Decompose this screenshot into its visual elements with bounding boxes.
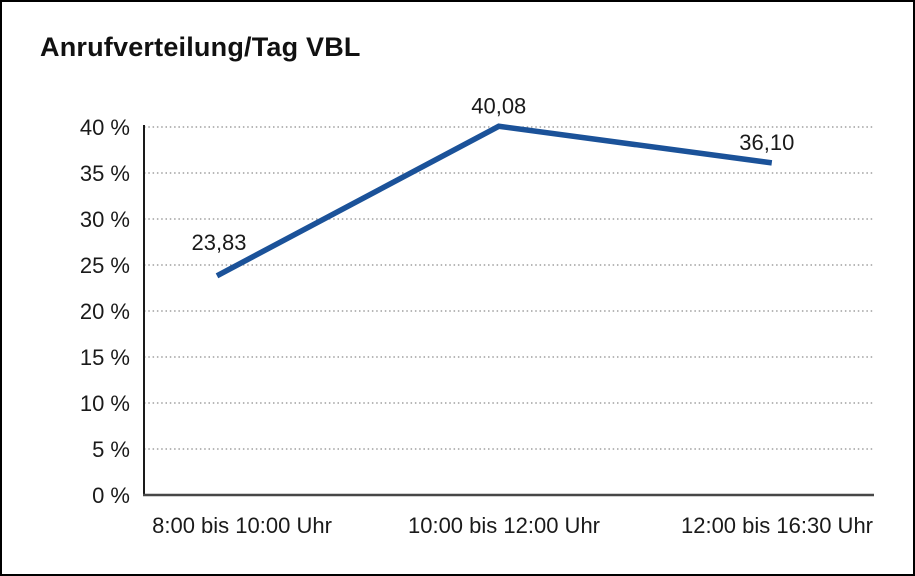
y-tick-label: 0 %	[92, 483, 130, 508]
data-point-label: 23,83	[191, 230, 246, 255]
y-tick-label: 15 %	[80, 345, 130, 370]
y-tick-label: 5 %	[92, 437, 130, 462]
y-tick-label: 25 %	[80, 253, 130, 278]
y-tick-label: 20 %	[80, 299, 130, 324]
y-tick-label: 10 %	[80, 391, 130, 416]
data-line	[215, 123, 773, 279]
chart-title: Anrufverteilung/Tag VBL	[40, 32, 361, 62]
x-category-label: 8:00 bis 10:00 Uhr	[152, 513, 332, 538]
data-point-label: 36,10	[739, 130, 794, 155]
data-point-label: 40,08	[471, 93, 526, 118]
x-category-label: 10:00 bis 12:00 Uhr	[408, 513, 600, 538]
y-tick-label: 30 %	[80, 207, 130, 232]
x-category-label: 12:00 bis 16:30 Uhr	[681, 513, 873, 538]
y-tick-label: 40 %	[80, 115, 130, 140]
y-tick-label: 35 %	[80, 161, 130, 186]
